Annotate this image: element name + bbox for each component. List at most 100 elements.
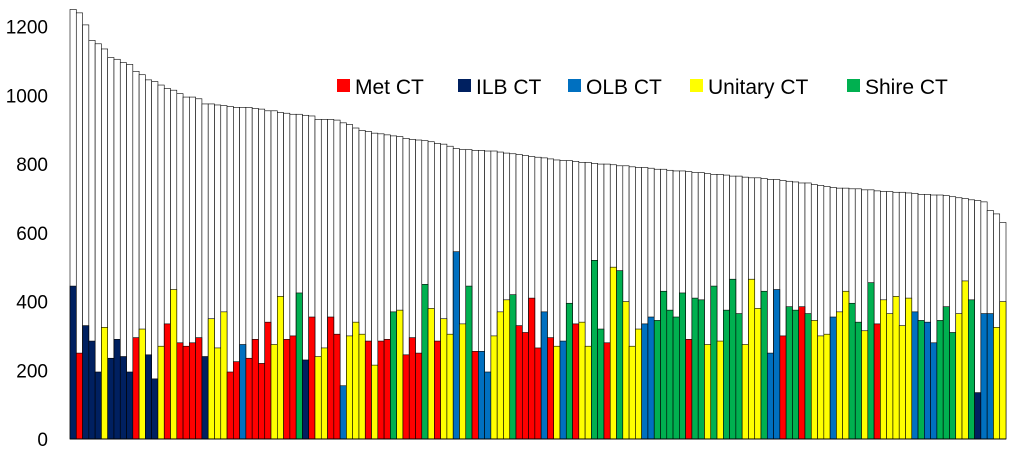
class-bar-unitary	[427, 308, 435, 440]
class-bar-met	[471, 351, 479, 440]
class-bar-unitary	[270, 344, 278, 440]
class-bar-ilb	[107, 357, 115, 440]
class-bar-met	[528, 297, 536, 440]
y-tick-label: 600	[16, 224, 48, 245]
class-bar-shire	[672, 316, 680, 440]
legend-swatch-shire	[847, 79, 860, 92]
class-bar-shire	[295, 292, 303, 440]
class-bar-met	[176, 342, 184, 440]
class-bar-shire	[465, 285, 473, 440]
class-bar-unitary	[810, 320, 818, 440]
class-bar-shire	[390, 311, 397, 440]
class-bar-met	[873, 323, 881, 440]
class-bar-met	[245, 357, 253, 440]
class-bar-met	[603, 342, 611, 440]
legend-swatch-unitary	[690, 79, 703, 92]
class-bar-unitary	[892, 296, 900, 440]
class-bar-unitary	[817, 335, 825, 440]
class-bar-shire	[421, 284, 429, 440]
class-bar-olb	[930, 342, 938, 440]
class-bar-unitary	[741, 344, 749, 440]
y-tick-label: 200	[16, 361, 48, 382]
y-tick-label: 400	[16, 293, 48, 314]
class-bar-unitary	[584, 345, 592, 440]
class-bar-shire	[804, 313, 812, 440]
legend: Met CT ILB CT OLB CT Unitary CT Shire CT	[337, 76, 948, 99]
class-bar-ilb	[201, 356, 209, 440]
class-bar-shire	[949, 332, 957, 440]
class-bar-shire	[591, 259, 598, 440]
class-bar-olb	[911, 311, 919, 440]
class-bar-unitary	[898, 325, 906, 440]
class-bar-met	[547, 337, 554, 440]
class-bar-unitary	[440, 318, 448, 440]
class-bar-met	[415, 352, 423, 440]
class-bar-shire	[942, 306, 950, 440]
class-bar-unitary	[207, 318, 215, 440]
class-bar-unitary	[609, 266, 617, 440]
class-bar-olb	[924, 321, 931, 440]
class-bar-unitary	[214, 347, 222, 440]
class-bar-shire	[854, 321, 862, 440]
class-bar-unitary	[955, 313, 963, 440]
class-bar-ilb	[94, 371, 102, 440]
class-bar-shire	[848, 302, 856, 440]
class-bar-unitary	[101, 327, 108, 440]
class-bar-shire	[653, 320, 661, 440]
class-bar-shire	[679, 292, 686, 440]
class-bar-met	[521, 332, 529, 440]
class-bar-olb	[829, 316, 837, 440]
class-bar-met	[264, 321, 272, 440]
class-bar-unitary	[842, 290, 850, 440]
class-bar-olb	[239, 344, 247, 440]
class-bar-unitary	[352, 321, 360, 440]
legend-label-ilb: ILB CT	[476, 76, 542, 99]
class-bar-met	[233, 361, 240, 440]
class-bar-met	[195, 337, 203, 440]
y-tick-label: 1000	[6, 86, 48, 107]
legend-label-shire: Shire CT	[865, 76, 948, 99]
class-bar-olb	[980, 313, 988, 440]
class-bar-shire	[616, 270, 624, 440]
legend-swatch-olb	[568, 79, 581, 92]
class-bar-met	[163, 323, 171, 440]
class-bar-unitary	[446, 333, 454, 440]
class-bar-met	[283, 339, 291, 440]
legend-label-unitary: Unitary CT	[708, 76, 809, 99]
class-bar-met	[685, 339, 693, 440]
class-bar-olb	[452, 251, 460, 440]
legend-swatch-ilb	[458, 79, 471, 92]
class-bar-unitary	[628, 345, 636, 440]
class-bar-met	[798, 306, 806, 440]
class-bar-met	[333, 333, 341, 440]
class-bar-shire	[691, 297, 699, 440]
class-bar-olb	[766, 352, 774, 440]
class-bar-olb	[540, 311, 548, 440]
class-bar-unitary	[276, 296, 284, 440]
class-bar-met	[189, 342, 196, 440]
class-bar-met	[75, 352, 83, 440]
class-bar-met	[402, 354, 410, 440]
class-bar-shire	[597, 328, 605, 440]
class-bar-shire	[729, 278, 737, 440]
class-bar-met	[572, 323, 580, 440]
class-bar-unitary	[905, 297, 913, 440]
class-bar-olb	[484, 371, 492, 440]
class-bar-unitary	[999, 301, 1007, 440]
class-bar-unitary	[371, 364, 379, 440]
class-bar-unitary	[635, 328, 642, 440]
class-bar-shire	[697, 299, 705, 440]
class-bar-olb	[773, 289, 781, 440]
class-bar-unitary	[346, 335, 353, 440]
class-bar-met	[327, 316, 335, 440]
class-bar-unitary	[754, 308, 762, 440]
y-tick-label: 800	[16, 155, 48, 176]
legend-label-met: Met CT	[355, 76, 424, 99]
class-bar-unitary	[961, 280, 969, 440]
class-bar-unitary	[880, 299, 887, 440]
class-bar-ilb	[69, 285, 77, 440]
class-bar-ilb	[145, 354, 152, 440]
class-bar-unitary	[748, 278, 756, 440]
class-bar-unitary	[459, 323, 467, 440]
